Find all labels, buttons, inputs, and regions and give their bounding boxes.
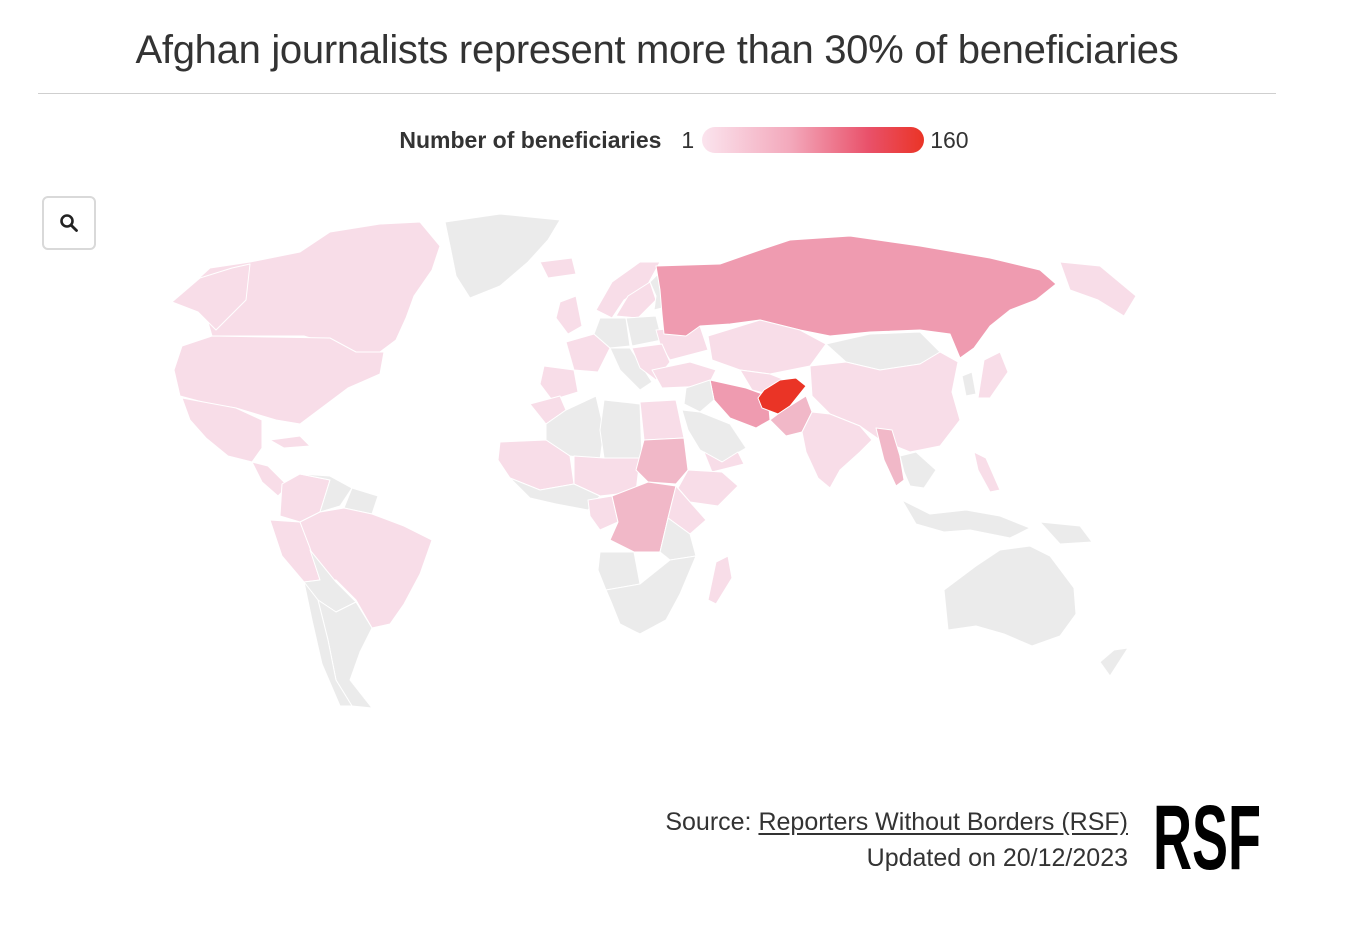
country-philippines[interactable]: [973, 451, 1001, 493]
country-iraq[interactable]: [683, 379, 715, 413]
country-russia[interactable]: [655, 235, 1057, 359]
country-thailand[interactable]: [899, 451, 937, 489]
country-france[interactable]: [565, 333, 611, 373]
country-united-states[interactable]: [173, 335, 385, 425]
country-chile[interactable]: [303, 581, 353, 707]
title-divider: [38, 93, 1276, 94]
legend-title: Number of beneficiaries: [399, 126, 662, 153]
country-venezuela[interactable]: [299, 473, 353, 513]
country-norway[interactable]: [595, 261, 661, 319]
country-germany[interactable]: [593, 317, 631, 349]
country-sudan[interactable]: [635, 437, 689, 485]
country-australia[interactable]: [943, 545, 1077, 647]
country-afghanistan[interactable]: [757, 377, 807, 415]
updated-date: Updated on 20/12/2023: [866, 844, 1128, 872]
country-canada[interactable]: [174, 221, 441, 353]
color-legend: Number of beneficiaries 1 160: [0, 122, 1368, 158]
legend-gradient-bar: [702, 127, 925, 153]
country-indonesia[interactable]: [901, 499, 1031, 539]
country-alaska[interactable]: [171, 263, 251, 331]
chart-title: Afghan journalists represent more than 3…: [135, 28, 1179, 72]
search-icon: [60, 214, 78, 232]
country-india[interactable]: [801, 411, 873, 489]
country-cameroon[interactable]: [587, 495, 619, 531]
country-kenya[interactable]: [667, 485, 707, 535]
country-iceland[interactable]: [539, 257, 577, 279]
source-prefix: Source:: [665, 808, 759, 836]
country-japan[interactable]: [977, 351, 1009, 399]
country-myanmar[interactable]: [875, 427, 905, 487]
country-angola[interactable]: [597, 551, 641, 591]
country-iberia[interactable]: [539, 365, 579, 401]
country-cuba[interactable]: [269, 435, 311, 449]
country-russia-far-east[interactable]: [1059, 261, 1137, 317]
rsf-logo: RSF: [1153, 797, 1261, 873]
country-italy[interactable]: [609, 347, 653, 391]
source-line: Source: Reporters Without Borders (RSF): [665, 804, 1128, 840]
country-new-zealand[interactable]: [1099, 647, 1129, 677]
legend-min-label: 1: [681, 126, 695, 153]
country-turkey[interactable]: [651, 361, 717, 389]
country-greenland[interactable]: [444, 213, 561, 299]
country-united-kingdom[interactable]: [555, 295, 583, 335]
chart-footer: Source: Reporters Without Borders (RSF) …: [665, 804, 1128, 876]
country-pakistan[interactable]: [769, 395, 813, 437]
country-libya[interactable]: [599, 399, 643, 459]
country-papua-new-guinea[interactable]: [1039, 521, 1093, 545]
logo-text: RSF: [1153, 797, 1261, 873]
source-link[interactable]: Reporters Without Borders (RSF): [758, 808, 1128, 836]
country-southern-africa[interactable]: [605, 555, 697, 635]
country-madagascar[interactable]: [707, 555, 733, 605]
country-korea[interactable]: [961, 371, 977, 397]
country-iran[interactable]: [709, 379, 771, 429]
country-yemen[interactable]: [703, 451, 745, 473]
legend-max-label: 160: [930, 126, 969, 153]
country-egypt[interactable]: [639, 399, 685, 441]
zoom-button[interactable]: [42, 196, 96, 250]
